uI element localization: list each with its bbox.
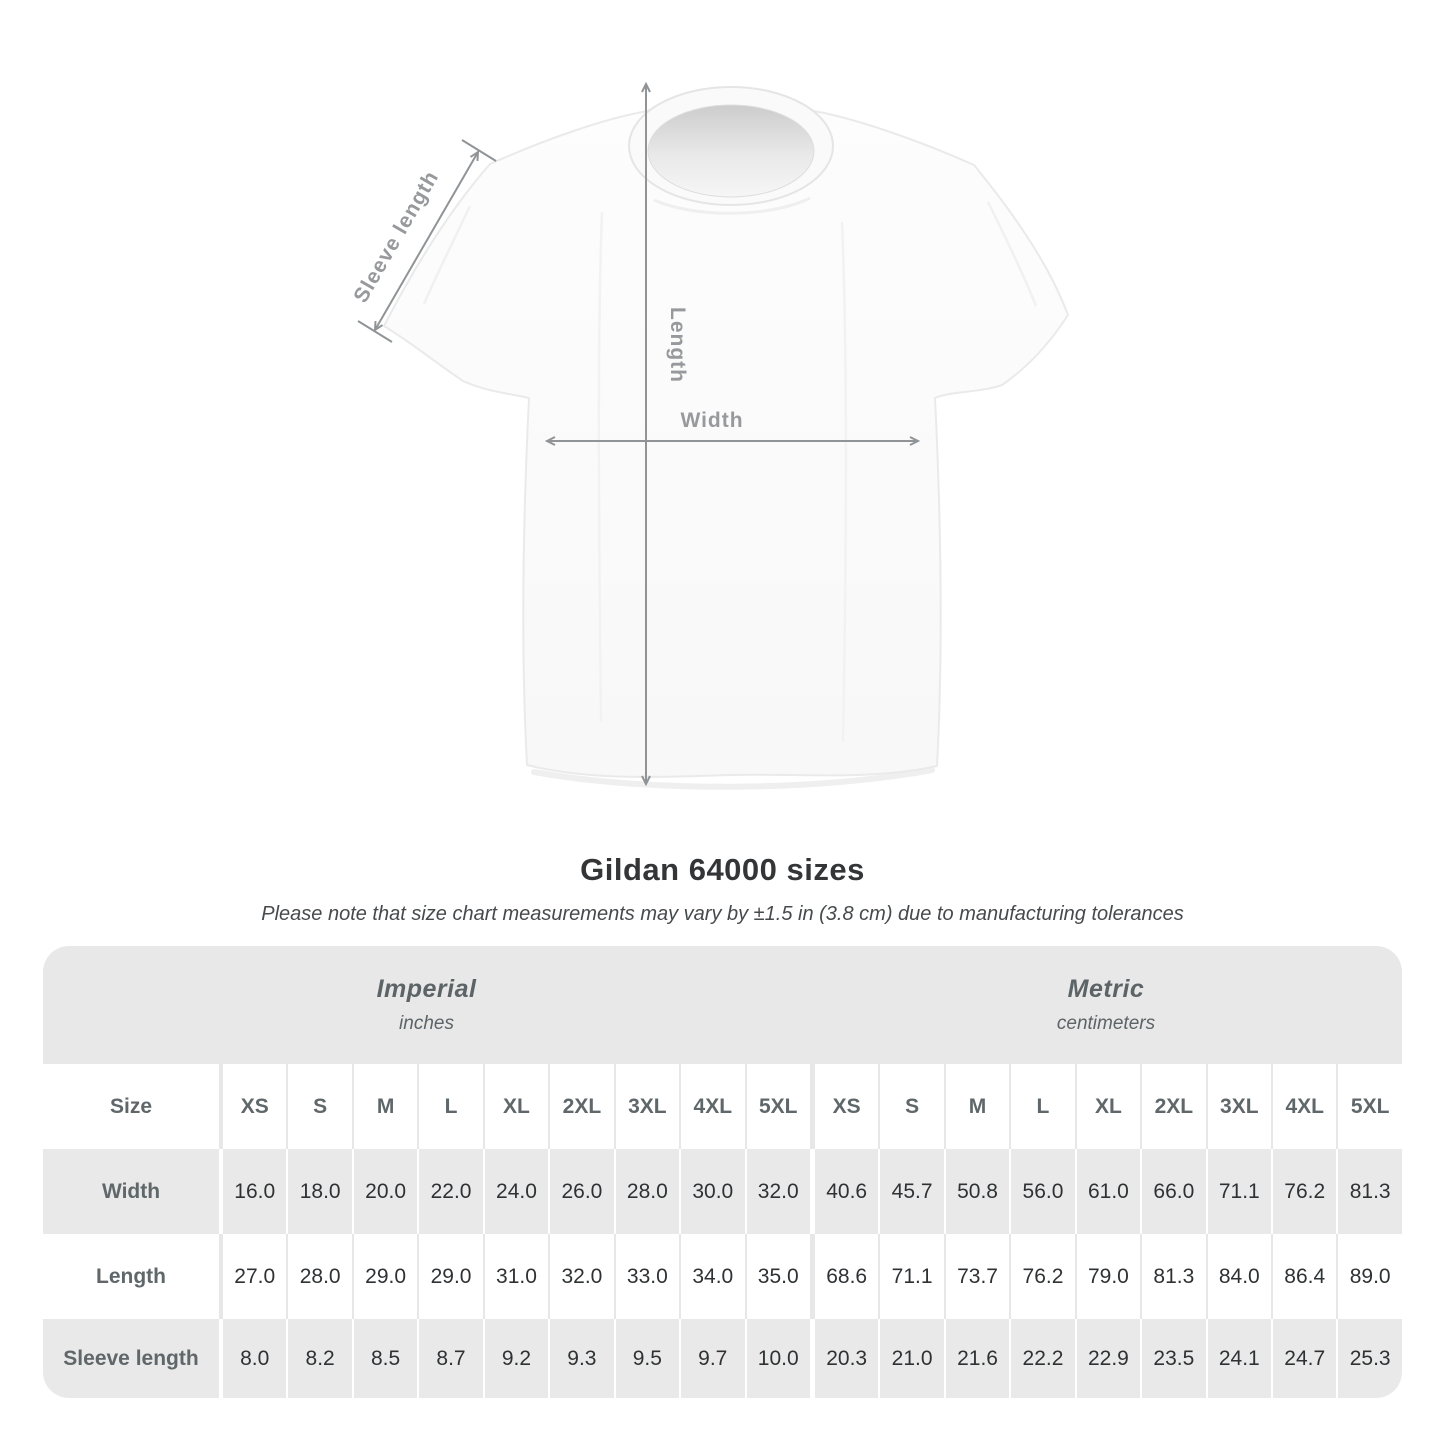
value-cell-length-imperial-XS: 27.0 bbox=[219, 1234, 286, 1319]
value-cell-width-metric-XS: 40.6 bbox=[809, 1149, 878, 1234]
value-cell-length-imperial-5XL: 35.0 bbox=[744, 1234, 810, 1319]
size-cell-imperial-4XL: 4XL bbox=[679, 1064, 744, 1149]
value-cell-sleeve-metric-L: 22.2 bbox=[1009, 1319, 1074, 1398]
size-cell-metric-M: M bbox=[943, 1064, 1009, 1149]
size-cell-imperial-2XL: 2XL bbox=[548, 1064, 613, 1149]
value-cell-length-metric-L: 76.2 bbox=[1009, 1234, 1074, 1319]
sleeve-row: Sleeve length 8.0 8.2 8.5 8.7 9.2 9.3 9.5 9.7 10.… bbox=[43, 1319, 1402, 1398]
value-cell-width-imperial-2XL: 26.0 bbox=[548, 1149, 613, 1234]
value-cell-length-metric-2XL: 81.3 bbox=[1140, 1234, 1205, 1319]
value-cell-length-metric-XL: 79.0 bbox=[1074, 1234, 1140, 1319]
value-cell-length-imperial-XL: 31.0 bbox=[482, 1234, 548, 1319]
value-cell-sleeve-imperial-3XL: 9.5 bbox=[613, 1319, 679, 1398]
value-cell-width-imperial-XL: 24.0 bbox=[482, 1149, 548, 1234]
value-cell-length-metric-4XL: 86.4 bbox=[1271, 1234, 1336, 1319]
value-cell-width-imperial-S: 18.0 bbox=[286, 1149, 351, 1234]
value-cell-sleeve-metric-XS: 20.3 bbox=[809, 1319, 878, 1398]
size-cell-metric-S: S bbox=[878, 1064, 943, 1149]
value-cell-sleeve-imperial-L: 8.7 bbox=[417, 1319, 482, 1398]
value-cell-sleeve-imperial-2XL: 9.3 bbox=[548, 1319, 613, 1398]
value-cell-width-imperial-L: 22.0 bbox=[417, 1149, 482, 1234]
row-label-length: Length bbox=[96, 1264, 166, 1288]
imperial-group-title: Imperial bbox=[376, 975, 477, 1003]
size-cell-metric-XS: XS bbox=[809, 1064, 878, 1149]
table-group-header-band: Imperial inches Metric centimeters bbox=[43, 946, 1402, 1064]
size-cell-metric-4XL: 4XL bbox=[1271, 1064, 1336, 1149]
page-title: Gildan 64000 sizes bbox=[580, 852, 865, 887]
imperial-group-header: Imperial inches bbox=[43, 946, 810, 1064]
value-cell-length-imperial-M: 29.0 bbox=[351, 1234, 417, 1319]
size-table: Imperial inches Metric centimeters Size X… bbox=[43, 946, 1402, 1398]
value-cell-length-metric-M: 73.7 bbox=[943, 1234, 1009, 1319]
value-cell-sleeve-metric-4XL: 24.7 bbox=[1271, 1319, 1336, 1398]
value-cell-width-metric-5XL: 81.3 bbox=[1336, 1149, 1401, 1234]
value-cell-width-imperial-3XL: 28.0 bbox=[613, 1149, 679, 1234]
length-label: Length bbox=[666, 307, 689, 383]
value-cell-width-imperial-M: 20.0 bbox=[351, 1149, 417, 1234]
length-row: Length 27.0 28.0 29.0 29.0 31.0 32.0 33.0 34.0 35… bbox=[43, 1234, 1402, 1319]
value-cell-width-metric-L: 56.0 bbox=[1009, 1149, 1074, 1234]
value-cell-width-metric-3XL: 71.1 bbox=[1205, 1149, 1271, 1234]
value-cell-length-metric-S: 71.1 bbox=[878, 1234, 943, 1319]
value-cell-sleeve-metric-XL: 22.9 bbox=[1074, 1319, 1140, 1398]
imperial-group-unit: inches bbox=[399, 1013, 454, 1034]
value-cell-length-metric-3XL: 84.0 bbox=[1205, 1234, 1271, 1319]
value-cell-width-imperial-XS: 16.0 bbox=[219, 1149, 286, 1234]
size-cell-imperial-S: S bbox=[286, 1064, 351, 1149]
value-cell-sleeve-metric-3XL: 24.1 bbox=[1205, 1319, 1271, 1398]
size-cell-metric-XL: XL bbox=[1074, 1064, 1140, 1149]
value-cell-length-imperial-S: 28.0 bbox=[286, 1234, 351, 1319]
value-cell-sleeve-imperial-XS: 8.0 bbox=[219, 1319, 286, 1398]
metric-group-unit: centimeters bbox=[1056, 1013, 1156, 1034]
value-cell-length-imperial-2XL: 32.0 bbox=[548, 1234, 613, 1319]
row-label-size: Size bbox=[109, 1094, 153, 1118]
value-cell-length-metric-XS: 68.6 bbox=[809, 1234, 878, 1319]
value-cell-width-imperial-5XL: 32.0 bbox=[744, 1149, 810, 1234]
value-cell-sleeve-metric-5XL: 25.3 bbox=[1336, 1319, 1401, 1398]
row-label-width: Width bbox=[101, 1179, 161, 1203]
tshirt-diagram: Sleeve length Length Width bbox=[349, 81, 1069, 790]
size-cell-imperial-3XL: 3XL bbox=[613, 1064, 679, 1149]
size-cell-imperial-M: M bbox=[351, 1064, 417, 1149]
size-row: Size XS S M L XL 2XL 3XL 4XL 5XL XS S M L XL 2XL 3XL 4XL 5… bbox=[43, 1064, 1402, 1149]
size-cell-imperial-XL: XL bbox=[482, 1064, 548, 1149]
value-cell-width-imperial-4XL: 30.0 bbox=[679, 1149, 744, 1234]
value-cell-length-imperial-4XL: 34.0 bbox=[679, 1234, 744, 1319]
metric-group-title: Metric bbox=[1067, 975, 1145, 1003]
value-cell-length-metric-5XL: 89.0 bbox=[1336, 1234, 1401, 1319]
value-cell-sleeve-imperial-4XL: 9.7 bbox=[679, 1319, 744, 1398]
value-cell-width-metric-S: 45.7 bbox=[878, 1149, 943, 1234]
size-cell-metric-3XL: 3XL bbox=[1205, 1064, 1271, 1149]
value-cell-sleeve-metric-M: 21.6 bbox=[943, 1319, 1009, 1398]
value-cell-sleeve-imperial-S: 8.2 bbox=[286, 1319, 351, 1398]
value-cell-width-metric-2XL: 66.0 bbox=[1140, 1149, 1205, 1234]
width-row: Width 16.0 18.0 20.0 22.0 24.0 26.0 28.0 30.0 32.… bbox=[43, 1149, 1402, 1234]
value-cell-sleeve-imperial-XL: 9.2 bbox=[482, 1319, 548, 1398]
row-label-sleeve: Sleeve length bbox=[63, 1346, 199, 1370]
size-cell-metric-5XL: 5XL bbox=[1336, 1064, 1401, 1149]
value-cell-length-imperial-L: 29.0 bbox=[417, 1234, 482, 1319]
width-label: Width bbox=[680, 409, 743, 432]
size-cell-imperial-L: L bbox=[417, 1064, 482, 1149]
value-cell-sleeve-metric-S: 21.0 bbox=[878, 1319, 943, 1398]
tolerance-note: Please note that size chart measurements… bbox=[261, 903, 1184, 925]
value-cell-sleeve-imperial-5XL: 10.0 bbox=[744, 1319, 810, 1398]
value-cell-length-imperial-3XL: 33.0 bbox=[613, 1234, 679, 1319]
value-cell-sleeve-metric-2XL: 23.5 bbox=[1140, 1319, 1205, 1398]
value-cell-width-metric-XL: 61.0 bbox=[1074, 1149, 1140, 1234]
tshirt-graphic bbox=[383, 86, 1069, 790]
sleeve-length-arrow bbox=[357, 139, 497, 343]
value-cell-sleeve-imperial-M: 8.5 bbox=[351, 1319, 417, 1398]
size-cell-imperial-XS: XS bbox=[219, 1064, 286, 1149]
size-cell-metric-L: L bbox=[1009, 1064, 1074, 1149]
size-cell-imperial-5XL: 5XL bbox=[744, 1064, 810, 1149]
metric-group-header: Metric centimeters bbox=[810, 946, 1402, 1064]
size-cell-metric-2XL: 2XL bbox=[1140, 1064, 1205, 1149]
value-cell-width-metric-4XL: 76.2 bbox=[1271, 1149, 1336, 1234]
value-cell-width-metric-M: 50.8 bbox=[943, 1149, 1009, 1234]
